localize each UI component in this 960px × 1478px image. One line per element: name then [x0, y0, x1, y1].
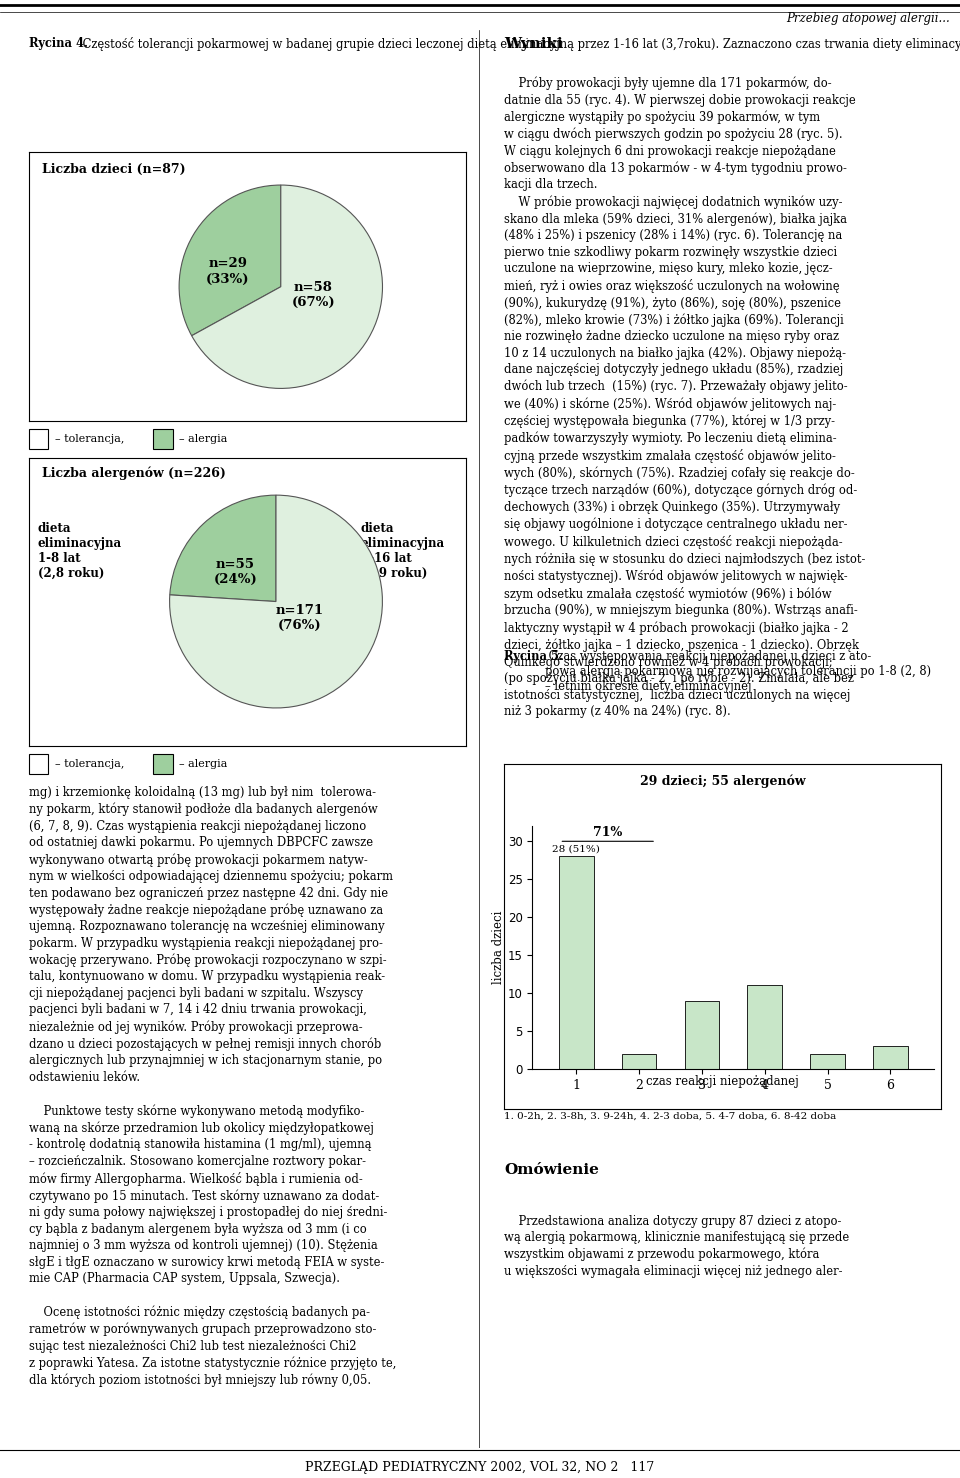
Wedge shape [180, 185, 280, 336]
Text: – alergia: – alergia [179, 760, 227, 769]
Text: n=55
(24%): n=55 (24%) [214, 557, 257, 585]
Bar [29, 429, 48, 449]
Text: czas reakcji niepożądanej: czas reakcji niepożądanej [646, 1075, 799, 1088]
Wedge shape [192, 185, 382, 389]
Bar [559, 856, 593, 1069]
Bar [29, 754, 48, 774]
Bar [810, 1054, 845, 1069]
Text: Rycina 4.: Rycina 4. [29, 37, 87, 50]
Text: Liczba alergenów (n=226): Liczba alergenów (n=226) [42, 467, 226, 480]
Bar [154, 754, 173, 774]
Bar [684, 1001, 719, 1069]
Text: Rycina 5.: Rycina 5. [504, 650, 563, 664]
Text: Omówienie: Omówienie [504, 1163, 599, 1176]
Text: – tolerancja,: – tolerancja, [55, 435, 125, 443]
Text: – alergia: – alergia [179, 435, 227, 443]
Bar [748, 986, 782, 1069]
Text: n=29
(33%): n=29 (33%) [206, 257, 250, 285]
Text: Wyniki: Wyniki [504, 37, 563, 50]
Text: 28 (51%): 28 (51%) [552, 844, 600, 853]
Y-axis label: liczba dzieci: liczba dzieci [492, 910, 505, 984]
Text: n=171
(76%): n=171 (76%) [276, 603, 324, 631]
Text: Częstość tolerancji pokarmowej w badanej grupie dzieci leczonej dietą eliminacyj: Częstość tolerancji pokarmowej w badanej… [79, 37, 960, 50]
Text: 29 dzieci; 55 alergenów: 29 dzieci; 55 alergenów [639, 774, 805, 788]
Bar [873, 1046, 907, 1069]
Text: Przedstawiona analiza dotyczy grupy 87 dzieci z atopo-
wą alergią pokarmową, kli: Przedstawiona analiza dotyczy grupy 87 d… [504, 1215, 850, 1277]
Text: – tolerancja,: – tolerancja, [55, 760, 125, 769]
Bar [622, 1054, 657, 1069]
Text: Czas występowania reakcji niepożądanej u dzieci z ato-
pową alergją pokarmową ni: Czas występowania reakcji niepożądanej u… [545, 650, 931, 693]
Text: 1. 0-2h, 2. 3-8h, 3. 9-24h, 4. 2-3 doba, 5. 4-7 doba, 6. 8-42 doba: 1. 0-2h, 2. 3-8h, 3. 9-24h, 4. 2-3 doba,… [504, 1111, 836, 1120]
Text: Liczba dzieci (n=87): Liczba dzieci (n=87) [42, 163, 185, 176]
Text: Przebieg atopowej alergii...: Przebieg atopowej alergii... [786, 12, 950, 25]
Wedge shape [170, 495, 382, 708]
Text: 71%: 71% [593, 826, 622, 840]
Wedge shape [170, 495, 276, 602]
Text: PRZEGLĄD PEDIATRYCZNY 2002, VOL 32, NO 2   117: PRZEGLĄD PEDIATRYCZNY 2002, VOL 32, NO 2… [305, 1462, 655, 1474]
Bar [154, 429, 173, 449]
Text: n=58
(67%): n=58 (67%) [292, 281, 335, 309]
Text: mg) i krzemionkę koloidalną (13 mg) lub był nim  tolerowa-
ny pokarm, który stan: mg) i krzemionkę koloidalną (13 mg) lub … [29, 786, 396, 1386]
Text: dieta
eliminacyjna
1-16 lat
(3,9 roku): dieta eliminacyjna 1-16 lat (3,9 roku) [361, 522, 444, 579]
Text: Próby prowokacji były ujemne dla 171 pokarmów, do-
datnie dla 55 (ryc. 4). W pie: Próby prowokacji były ujemne dla 171 pok… [504, 77, 865, 718]
Text: dieta
eliminacyjna
1-8 lat
(2,8 roku): dieta eliminacyjna 1-8 lat (2,8 roku) [37, 522, 122, 579]
